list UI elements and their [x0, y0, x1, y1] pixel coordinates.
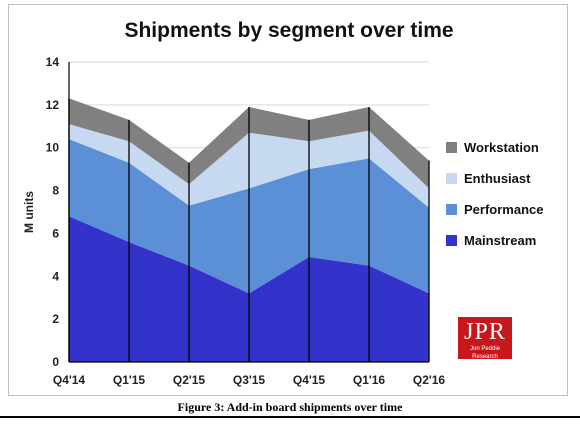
area-mainstream [69, 216, 429, 362]
plot-area: 0 2 4 6 8 10 12 14 Q4'14 Q1'15 Q2'15 Q3'15 Q4'15 Q1'1… [22, 55, 543, 387]
area-workstation [69, 98, 429, 189]
logo-subtitle: Jon Peddie Research [469, 346, 501, 360]
y-tick-label-4: 8 [52, 184, 59, 198]
y-tick-label-1: 2 [52, 312, 59, 326]
y-axis-title: M units [22, 191, 36, 233]
y-tick-label-6: 12 [46, 98, 60, 112]
y-tick-label-0: 0 [52, 355, 59, 369]
chart-title: Shipments by segment over time [124, 19, 454, 42]
legend-label-performance: Performance [464, 202, 543, 217]
y-tick-label-7: 14 [46, 55, 60, 69]
x-tick-label-6: Q2'16 [413, 373, 446, 387]
chart-frame: Shipments by segment over time 0 2 4 6 8 10 12… [8, 4, 568, 396]
y-tick-label-2: 4 [52, 269, 59, 283]
logo-letters: JPR [464, 319, 506, 345]
legend-label-mainstream: Mainstream [464, 233, 536, 248]
figure-caption: Figure 3: Add-in board shipments over ti… [177, 400, 403, 414]
legend-swatch-performance [446, 204, 457, 215]
x-tick-label-3: Q3'15 [233, 373, 266, 387]
legend-swatch-workstation [446, 142, 457, 153]
x-tick-label-4: Q4'15 [293, 373, 326, 387]
y-tick-label-3: 6 [52, 226, 59, 240]
x-tick-label-2: Q2'15 [173, 373, 206, 387]
y-tick-label-5: 10 [46, 141, 60, 155]
legend-label-enthusiast: Enthusiast [464, 171, 531, 186]
legend-swatch-mainstream [446, 235, 457, 246]
x-tick-label-5: Q1'16 [353, 373, 386, 387]
jpr-logo: JPR Jon Peddie Research [458, 317, 512, 360]
legend-label-workstation: Workstation [464, 140, 539, 155]
x-tick-label-1: Q1'15 [113, 373, 146, 387]
legend-swatch-enthusiast [446, 173, 457, 184]
x-tick-label-0: Q4'14 [53, 373, 86, 387]
caption-rule [0, 416, 580, 418]
